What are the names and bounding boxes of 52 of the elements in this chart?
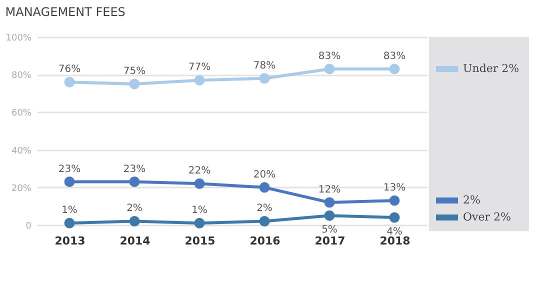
point [129,176,140,187]
point [259,216,270,226]
point [64,218,75,228]
point [194,75,205,86]
data-label: 22% [188,166,211,177]
x-tick-label: 2015 [184,234,216,248]
data-label: 75% [123,66,146,77]
data-label: 1% [192,205,208,216]
y-tick-label: 100% [6,34,32,44]
point [194,218,205,228]
legend-label: Under 2% [463,62,520,75]
legend-label: Over 2% [463,210,511,224]
point [259,182,270,193]
data-label: 76% [58,64,81,76]
data-label: 1% [62,205,78,216]
x-tick-label: 2018 [380,234,410,248]
y-tick-label: 80% [11,71,32,82]
legend-label: 2% [463,194,480,207]
data-label: 5% [322,224,338,236]
point [324,197,335,208]
data-label: 2% [126,203,142,214]
data-label: 4% [386,226,402,238]
point [129,216,140,226]
x-tick-label: 2016 [250,234,281,248]
data-label: 23% [123,164,146,175]
x-tick-label: 2017 [314,234,346,248]
data-label: 83% [318,50,341,62]
y-tick-label: 60% [11,108,32,119]
point [324,210,335,221]
data-label: 2% [256,203,272,214]
data-label: 78% [253,60,276,72]
point [389,64,400,74]
y-tick-label: 20% [11,184,32,194]
point [64,76,75,88]
data-label: 83% [383,50,406,62]
x-tick-label: 2014 [120,234,151,248]
point [194,178,205,189]
chart-title: MANAGEMENT FEES [5,5,126,19]
data-label: 20% [253,169,276,180]
point [324,64,335,74]
point [64,176,75,187]
x-tick-label: 2013 [54,234,86,248]
point [259,73,270,84]
point [389,195,400,206]
point [129,78,140,90]
data-label: 77% [188,62,211,74]
data-label: 12% [318,184,341,196]
point [389,212,400,223]
data-label: 23% [58,164,81,175]
data-label: 13% [383,182,406,194]
y-tick-label: 0 [26,222,32,232]
y-tick-label: 40% [11,146,32,156]
